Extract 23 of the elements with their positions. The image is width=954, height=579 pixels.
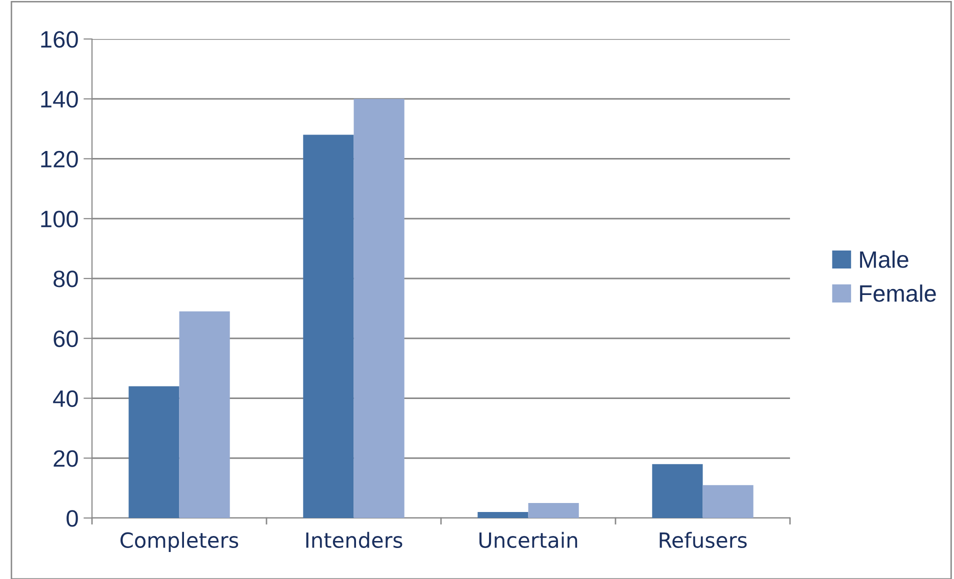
y-tick-label: 20 (54, 450, 78, 467)
y-tick-label: 100 (41, 210, 78, 228)
y-tick-label: 40 (53, 390, 78, 408)
y-tick-label: 160 (41, 31, 78, 48)
x-tick-label: Intenders (306, 532, 402, 548)
y-tick-label: 120 (41, 150, 78, 168)
legend-label: Male (860, 250, 908, 268)
bar (303, 134, 354, 518)
x-tick-label: Completers (120, 532, 238, 552)
x-tick-label: Refusers (660, 532, 747, 548)
y-tick-label: 60 (54, 330, 78, 348)
bar (354, 98, 404, 518)
bar (702, 485, 754, 518)
bar (179, 311, 230, 518)
x-tick-label: Uncertain (479, 532, 578, 548)
bar (128, 386, 180, 518)
bar (528, 503, 579, 518)
bar (478, 512, 528, 518)
y-tick-label: 80 (54, 270, 78, 288)
y-tick-label: 140 (41, 90, 78, 108)
legend-label: Female (860, 284, 936, 302)
bar (652, 464, 703, 518)
y-tick-label: 0 (66, 510, 78, 527)
